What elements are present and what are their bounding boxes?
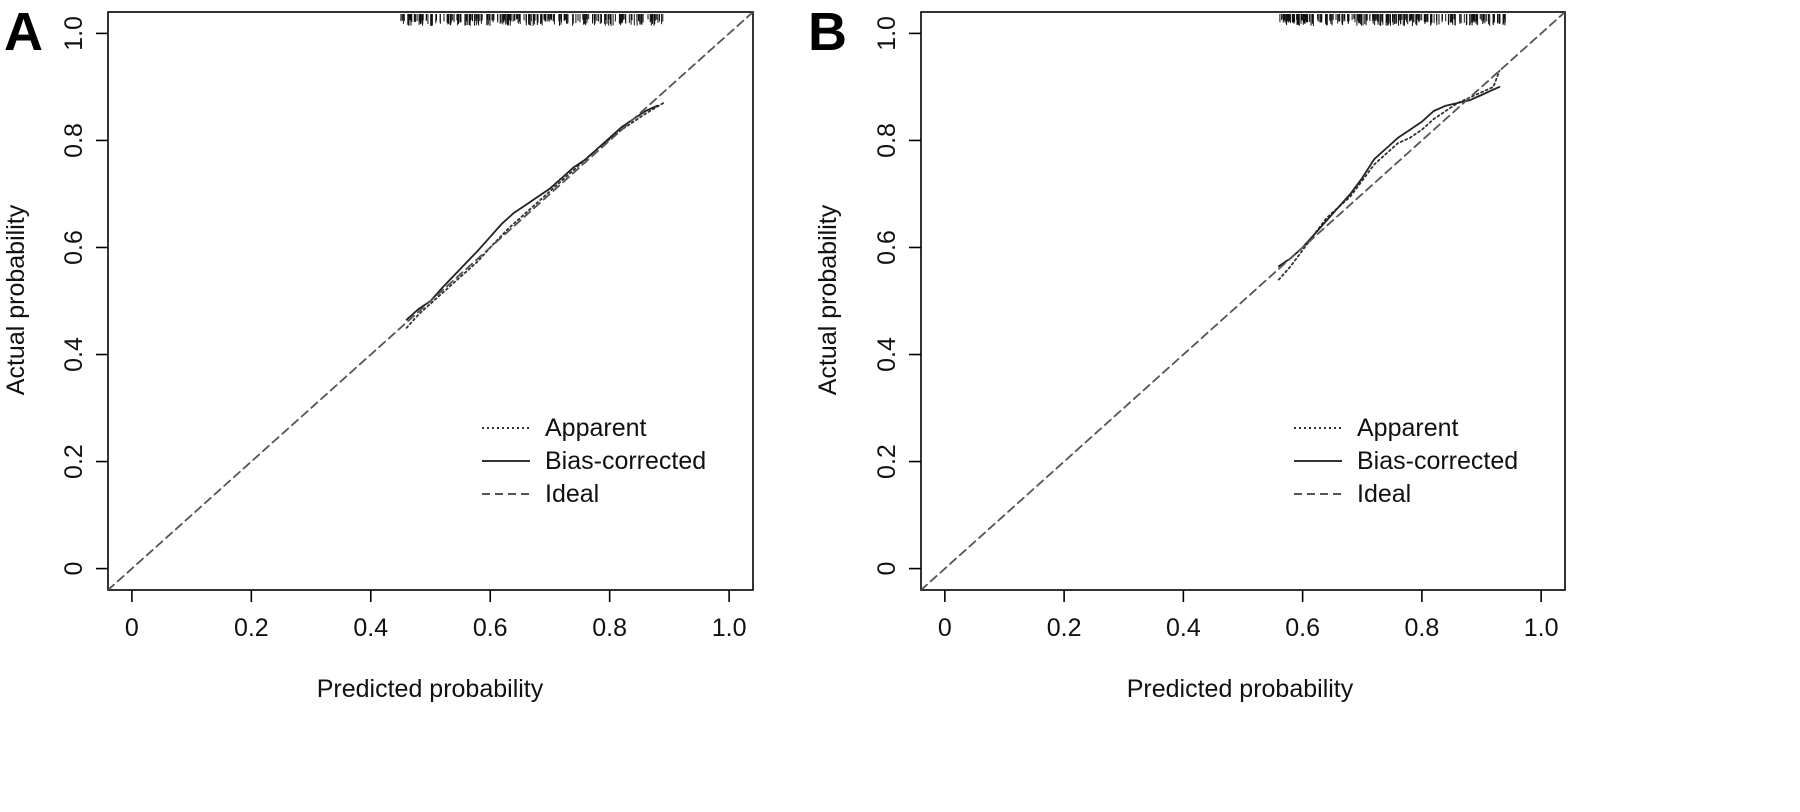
y-tick-label-a-4: 0.8 xyxy=(60,123,88,158)
y-axis-b: 0 0.2 0.4 0.6 0.8 1.0 xyxy=(873,16,921,576)
y-tick-label-b-2: 0.4 xyxy=(873,337,901,372)
legend-label-ideal: Ideal xyxy=(545,480,599,508)
legend-label-ideal: Ideal xyxy=(1357,480,1411,508)
x-axis-title-b: Predicted probability xyxy=(1127,675,1354,703)
series-line-apparent-b xyxy=(1277,70,1501,281)
y-tick-label-b-1: 0.2 xyxy=(873,444,901,479)
y-tick-label-a-3: 0.6 xyxy=(60,230,88,265)
x-tick-label-b-5: 1.0 xyxy=(1524,614,1559,642)
y-tick-label-a-5: 1.0 xyxy=(60,16,88,51)
x-tick-label-a-0: 0 xyxy=(125,614,139,642)
x-tick-label-b-0: 0 xyxy=(938,614,952,642)
x-axis-b: 0 0.2 0.4 0.6 0.8 1.0 xyxy=(938,590,1559,642)
x-tick-label-b-1: 0.2 xyxy=(1047,614,1082,642)
x-tick-label-b-2: 0.4 xyxy=(1166,614,1201,642)
legend-label-apparent: Apparent xyxy=(545,414,647,442)
x-tick-label-b-3: 0.6 xyxy=(1285,614,1320,642)
series-layer-b xyxy=(921,12,1565,590)
y-tick-label-a-0: 0 xyxy=(60,562,88,576)
x-axis-a: 0 0.2 0.4 0.6 0.8 1.0 xyxy=(125,590,747,642)
series-layer-a xyxy=(108,12,753,590)
legend-label-apparent: Apparent xyxy=(1357,414,1459,442)
series-line-ideal-b xyxy=(921,12,1565,590)
legend-label-bias-corrected: Bias-corrected xyxy=(545,447,706,475)
legend-b: Apparent Bias-corrected Ideal xyxy=(1294,414,1518,508)
x-axis-title-a: Predicted probability xyxy=(317,675,544,703)
y-tick-label-b-5: 1.0 xyxy=(873,16,901,51)
x-tick-label-a-1: 0.2 xyxy=(234,614,269,642)
rug-marks-a xyxy=(400,14,664,26)
rug-marks-b xyxy=(1279,14,1506,26)
plot-frame-b xyxy=(920,11,1566,591)
panel-label-b: B xyxy=(808,2,847,62)
plot-frame-a xyxy=(107,11,754,591)
y-tick-label-b-3: 0.6 xyxy=(873,230,901,265)
legend-a: Apparent Bias-corrected Ideal xyxy=(482,414,706,508)
y-axis-a: 0 0.2 0.4 0.6 0.8 1.0 xyxy=(60,16,108,576)
series-line-bias-corrected-b xyxy=(1277,86,1501,268)
series-line-ideal-a xyxy=(108,12,753,590)
calibration-plot-b: B 0 0.2 0.4 0.6 0.8 1.0 0 0.2 0.4 0.6 0.8 1.0 Pred… xyxy=(808,2,1566,703)
y-tick-label-a-1: 0.2 xyxy=(60,444,88,479)
x-tick-label-a-4: 0.8 xyxy=(592,614,627,642)
calibration-plot-a: A 0 0.2 0.4 0.6 0.8 1.0 0 0.2 0.4 0.6 0.8 1.0 Pred… xyxy=(2,2,754,703)
x-tick-label-b-4: 0.8 xyxy=(1405,614,1440,642)
y-axis-title-a: Actual probability xyxy=(2,204,30,395)
y-tick-label-a-2: 0.4 xyxy=(60,337,88,372)
panel-label-a: A xyxy=(4,2,43,62)
series-line-apparent-a xyxy=(405,102,665,329)
x-tick-label-a-3: 0.6 xyxy=(473,614,508,642)
y-tick-label-b-4: 0.8 xyxy=(873,123,901,158)
x-tick-label-a-2: 0.4 xyxy=(353,614,388,642)
x-tick-label-a-5: 1.0 xyxy=(712,614,747,642)
legend-label-bias-corrected: Bias-corrected xyxy=(1357,447,1518,475)
series-line-bias-corrected-a xyxy=(405,104,659,321)
y-tick-label-b-0: 0 xyxy=(873,562,901,576)
y-axis-title-b: Actual probability xyxy=(814,204,842,395)
